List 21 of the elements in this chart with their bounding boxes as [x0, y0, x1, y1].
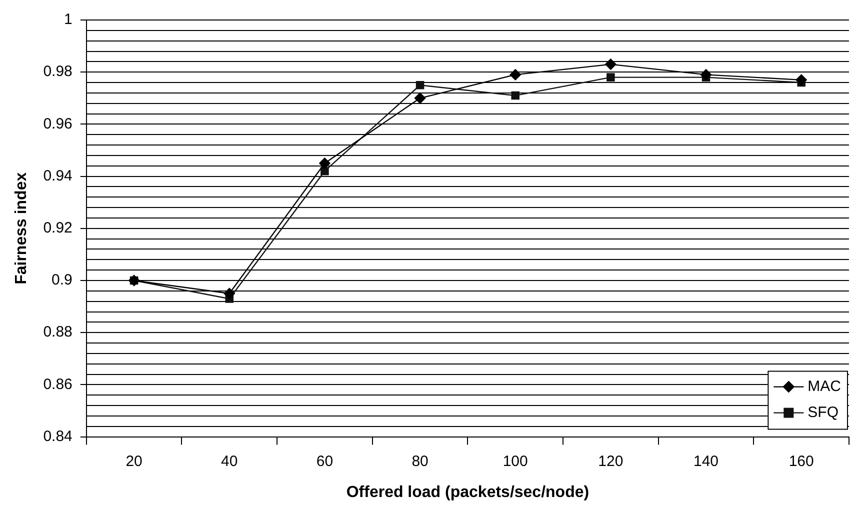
y-tick-label: 0.96 [43, 115, 72, 132]
y-tick-label: 0.98 [43, 63, 72, 80]
x-tick-label: 60 [316, 452, 334, 470]
y-tick-label: 0.92 [43, 220, 72, 237]
y-tick-label: 0.88 [43, 324, 72, 341]
y-axis-title: Fairness index [13, 172, 30, 284]
x-tick-label: 160 [788, 452, 814, 470]
legend-label: SFQ [808, 404, 839, 421]
x-tick-label: 20 [126, 452, 142, 470]
y-tick-label: 0.86 [43, 376, 72, 393]
x-tick-label: 120 [598, 452, 624, 470]
y-tick-label: 0.84 [43, 428, 72, 445]
x-axis-title: Offered load (packets/sec/node) [346, 484, 590, 501]
x-tick-label: 140 [693, 452, 719, 470]
x-tick-label: 100 [502, 452, 528, 470]
y-tick-label: 1 [64, 11, 72, 28]
y-tick-label: 0.9 [52, 272, 72, 289]
y-tick-label: 0.94 [43, 167, 72, 184]
legend-label: MAC [808, 378, 842, 395]
x-tick-label: 80 [412, 452, 428, 470]
x-tick-label: 40 [221, 452, 238, 470]
